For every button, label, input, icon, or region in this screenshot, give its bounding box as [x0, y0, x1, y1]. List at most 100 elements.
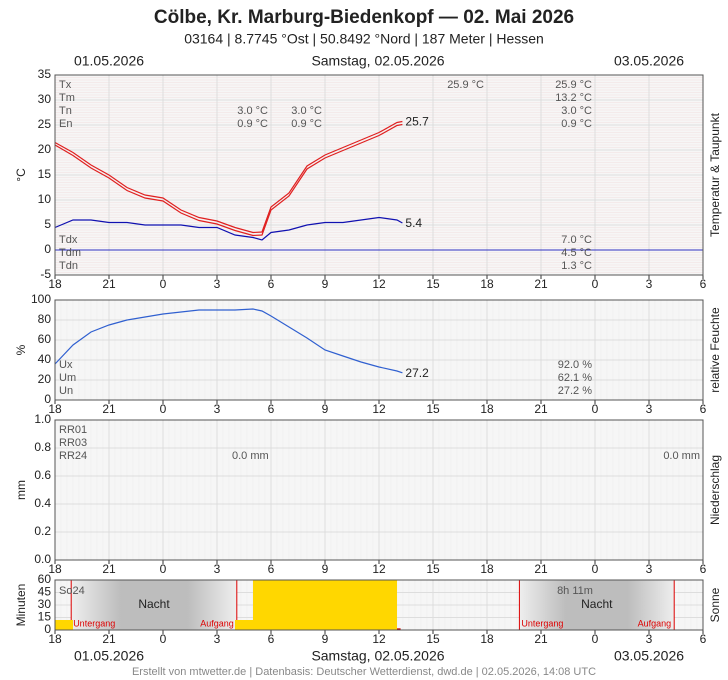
y-axis-label: mm: [14, 480, 28, 500]
x-tick-label: 3: [214, 632, 221, 646]
stat-value: 25.9 °C: [555, 79, 592, 91]
stat-label: Tdm: [59, 247, 81, 259]
x-tick-label: 6: [700, 632, 707, 646]
bar: [343, 580, 361, 630]
bar: [271, 580, 289, 630]
y-tick-label: 40: [38, 352, 52, 366]
x-tick-label: 12: [372, 402, 386, 416]
y-tick-label: 0: [44, 242, 51, 256]
y-tick-label: 5: [44, 217, 51, 231]
x-tick-label: 21: [534, 402, 548, 416]
end-label: 25.7: [405, 115, 429, 129]
y-tick-label: 0.2: [34, 524, 51, 538]
stat-label: Un: [59, 385, 73, 397]
date-left: 01.05.2026: [74, 53, 144, 69]
y-tick-label: 15: [38, 610, 52, 624]
stat-label: RR01: [59, 424, 87, 436]
side-label: relative Feuchte: [708, 307, 722, 393]
side-label: Niederschlag: [708, 455, 722, 525]
date-center: Samstag, 02.05.2026: [311, 648, 444, 664]
line: [54, 308, 403, 374]
x-tick-label: 18: [48, 277, 62, 291]
y-tick-label: 20: [38, 372, 52, 386]
subtitle: 03164 | 8.7745 °Ost | 50.8492 °Nord | 18…: [184, 31, 544, 47]
y-tick-label: 60: [38, 572, 52, 586]
x-tick-label: 21: [102, 632, 116, 646]
stat-label: Ux: [59, 359, 73, 371]
y-tick-label: 30: [38, 92, 52, 106]
y-tick-label: 0: [44, 392, 51, 406]
x-tick-label: 0: [592, 277, 599, 291]
side-label: Temperatur & Taupunkt: [708, 112, 722, 237]
x-tick-label: 21: [534, 562, 548, 576]
x-tick-label: 9: [322, 402, 329, 416]
stat-label: Tx: [59, 79, 72, 91]
bar: [361, 580, 379, 630]
stat-value: 3.0 °C: [561, 105, 592, 117]
night: [71, 580, 237, 630]
x-tick-label: 21: [102, 277, 116, 291]
x-tick-label: 3: [646, 632, 653, 646]
stat-value: 27.2 %: [558, 385, 592, 397]
stat-label: Um: [59, 372, 76, 384]
x-tick-label: 9: [322, 632, 329, 646]
stat-label: Tdx: [59, 234, 78, 246]
x-tick-label: 6: [268, 632, 275, 646]
sunrise-label: Aufgang: [638, 618, 672, 628]
x-tick-label: 12: [372, 632, 386, 646]
x-tick-label: 15: [426, 277, 440, 291]
x-tick-label: 3: [646, 277, 653, 291]
bar: [379, 580, 397, 630]
date-right: 03.05.2026: [614, 648, 684, 664]
sum-label: So24: [59, 585, 85, 597]
x-tick-label: 18: [480, 632, 494, 646]
x-tick-label: 0: [592, 562, 599, 576]
x-tick-label: 18: [48, 632, 62, 646]
stat-label: Tdn: [59, 260, 78, 272]
y-axis-label: Minuten: [14, 584, 28, 627]
y-tick-label: 1.0: [34, 412, 51, 426]
x-tick-label: 15: [426, 562, 440, 576]
stat-value: 7.0 °C: [561, 234, 592, 246]
night-label: Nacht: [138, 597, 170, 611]
x-tick-label: 3: [214, 562, 221, 576]
x-tick-label: 0: [160, 632, 167, 646]
y-axis-label: °C: [14, 168, 28, 182]
x-tick-label: 6: [700, 562, 707, 576]
night-label: Nacht: [581, 597, 613, 611]
bar: [325, 580, 343, 630]
x-tick-label: 3: [646, 402, 653, 416]
line: [54, 120, 403, 234]
stat-label: En: [59, 118, 72, 130]
x-tick-label: 0: [592, 402, 599, 416]
date-right: 03.05.2026: [614, 53, 684, 69]
plot-frame: [54, 299, 704, 401]
x-tick-label: 0: [160, 277, 167, 291]
x-tick-label: 21: [534, 277, 548, 291]
x-tick-label: 12: [372, 562, 386, 576]
x-tick-label: 0: [160, 562, 167, 576]
end-label: 27.2: [405, 366, 429, 380]
x-tick-label: 18: [480, 562, 494, 576]
x-tick-label: 15: [426, 402, 440, 416]
y-tick-label: 80: [38, 312, 52, 326]
y-tick-label: 0.8: [34, 440, 51, 454]
stat-mid: 3.0 °C: [291, 105, 322, 117]
x-tick-label: 6: [268, 562, 275, 576]
x-tick-label: 21: [102, 402, 116, 416]
x-tick-label: 0: [592, 632, 599, 646]
y-tick-label: 100: [31, 292, 51, 306]
duration-label: 8h 11m: [557, 585, 593, 597]
sunset-label: Untergang: [521, 618, 563, 628]
y-tick-label: 30: [38, 597, 52, 611]
bar: [55, 620, 73, 630]
plot-frame: [54, 579, 704, 631]
plot-frame: [54, 74, 704, 276]
x-tick-label: 6: [268, 402, 275, 416]
date-center: Samstag, 02.05.2026: [311, 53, 444, 69]
y-axis-label: %: [14, 344, 28, 355]
stat-value: 13.2 °C: [555, 92, 592, 104]
x-tick-label: 6: [700, 402, 707, 416]
plot-frame: [54, 419, 704, 561]
stat-mid: 0.9 °C: [291, 118, 322, 130]
